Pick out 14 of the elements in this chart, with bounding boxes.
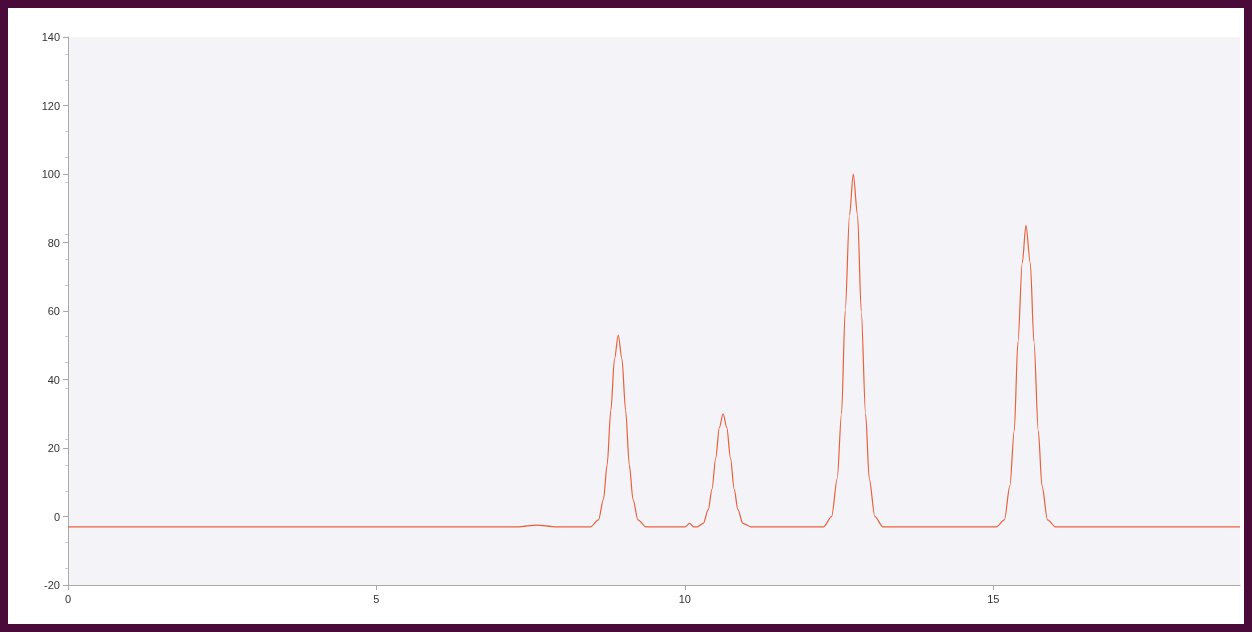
y-tick-label: 140	[41, 31, 60, 43]
x-tick-label: 15	[987, 592, 1000, 605]
line-series	[67, 173, 1241, 528]
x-tick-label: 0	[64, 592, 72, 605]
x-tick-label: 10	[678, 592, 691, 605]
y-tick-label: 80	[47, 236, 60, 249]
x-tick-label: 5	[373, 592, 380, 605]
y-tick-label: 20	[47, 442, 60, 454]
y-tick-label: 0	[53, 510, 60, 523]
y-tick-label: 40	[47, 373, 60, 386]
y-tick-label: -20	[44, 579, 60, 591]
y-tick-label: 60	[47, 305, 60, 317]
y-tick-label: 100	[41, 168, 60, 180]
y-tick-label: 120	[41, 99, 60, 112]
